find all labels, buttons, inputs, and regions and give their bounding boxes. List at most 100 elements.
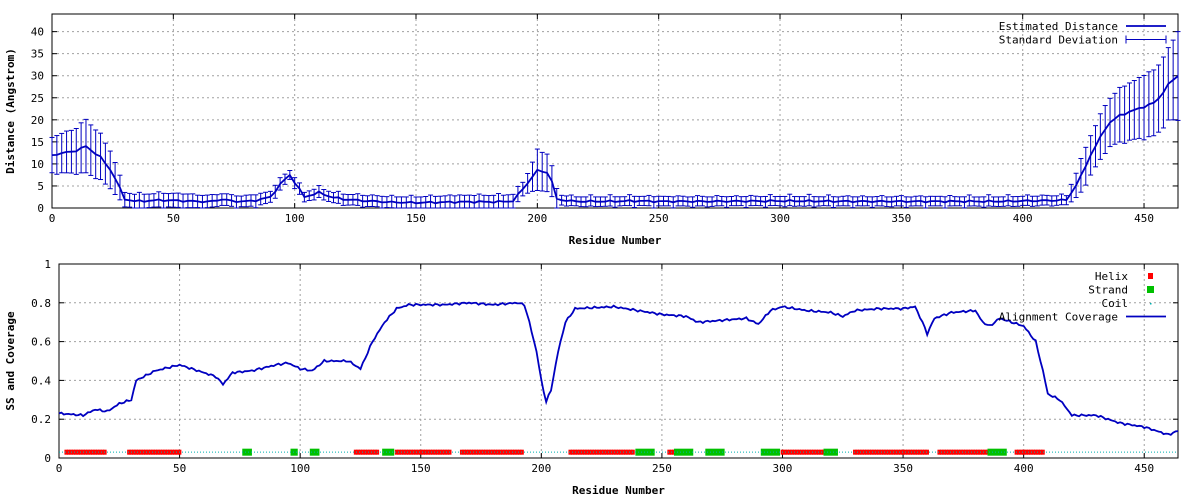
- helix-point: [476, 449, 481, 455]
- helix-point: [783, 449, 787, 455]
- legend-swatch: [1150, 303, 1152, 305]
- helix-point: [100, 449, 105, 455]
- helix-point: [611, 449, 616, 455]
- legend-label: Coil: [1102, 297, 1129, 310]
- helix-point: [956, 449, 961, 455]
- error-bars: [49, 31, 1181, 209]
- helix-point: [416, 449, 421, 455]
- helix-point: [971, 449, 975, 455]
- helix-point: [628, 449, 633, 455]
- helix-point: [370, 449, 375, 455]
- helix-point: [131, 449, 136, 455]
- helix-point: [440, 449, 445, 455]
- helix-point: [170, 449, 175, 455]
- helix-point: [1036, 449, 1040, 455]
- helix-point: [1019, 449, 1024, 455]
- helix-point: [922, 449, 927, 455]
- helix-point: [512, 449, 517, 455]
- helix-point: [505, 449, 510, 455]
- helix-point: [433, 449, 438, 455]
- helix-point: [1031, 449, 1036, 455]
- helix-point: [799, 449, 804, 455]
- strand-segment: [242, 448, 252, 456]
- coverage-chart: 0 50 100 150 200 250 300 350 400 450 0 0.2 0.4 0.6 0.8…: [4, 258, 1179, 497]
- helix-point: [431, 449, 435, 455]
- helix-point: [493, 449, 498, 455]
- plot-frame: [58, 263, 1179, 459]
- x-tick-label: 50: [173, 462, 186, 475]
- x-tick-label: 150: [411, 462, 431, 475]
- helix-point: [578, 449, 582, 455]
- helix-point: [1024, 449, 1028, 455]
- series-0: [51, 75, 1179, 205]
- helix-point: [886, 449, 891, 455]
- grid-lines: [58, 263, 1178, 459]
- y-tick-label: 40: [31, 26, 44, 39]
- x-tick-label: 100: [285, 212, 305, 225]
- helix-point: [356, 449, 360, 455]
- helix-point: [949, 449, 954, 455]
- strand-segment: [705, 448, 725, 456]
- x-tick-label: 150: [406, 212, 426, 225]
- helix-point: [812, 449, 816, 455]
- helix-point: [134, 449, 138, 455]
- helix-point: [175, 449, 179, 455]
- y-tick-label: 0.2: [31, 413, 51, 426]
- helix-point: [787, 449, 792, 455]
- helix-point: [920, 449, 925, 455]
- helix-point: [353, 449, 358, 455]
- x-tick-label: 400: [1014, 462, 1034, 475]
- helix-point: [428, 449, 433, 455]
- y-tick-label: 0: [37, 202, 44, 215]
- helix-point: [151, 449, 155, 455]
- helix-point: [445, 449, 450, 455]
- helix-point: [802, 449, 806, 455]
- helix-point: [983, 449, 987, 455]
- helix-point: [604, 449, 609, 455]
- helix-point: [71, 449, 76, 455]
- helix-point: [481, 449, 486, 455]
- helix-point: [795, 449, 799, 455]
- x-axis-label: Residue Number: [569, 234, 662, 247]
- helix-point: [404, 449, 409, 455]
- helix-point: [937, 449, 942, 455]
- y-tick-label: 20: [31, 114, 44, 127]
- helix-point: [95, 449, 100, 455]
- helix-point: [443, 449, 447, 455]
- helix-point: [944, 449, 949, 455]
- helix-point: [785, 449, 790, 455]
- y-axis-label: Distance (Angstrom): [4, 48, 17, 174]
- x-tick-label: 200: [527, 212, 547, 225]
- legend-label: Estimated Distance: [999, 20, 1118, 33]
- legend-label: Alignment Coverage: [999, 311, 1118, 324]
- helix-point: [872, 449, 876, 455]
- helix-point: [520, 449, 524, 455]
- helix-point: [901, 449, 905, 455]
- helix-point: [503, 449, 507, 455]
- helix-point: [881, 449, 886, 455]
- strand-segment: [987, 448, 1007, 456]
- helix-point: [88, 449, 93, 455]
- helix-point: [368, 449, 372, 455]
- helix-point: [418, 449, 423, 455]
- legend-label: Standard Deviation: [999, 34, 1118, 47]
- helix-point: [394, 449, 399, 455]
- y-tick-label: 25: [31, 92, 44, 105]
- helix-point: [136, 449, 141, 455]
- helix-point: [623, 449, 628, 455]
- helix-point: [158, 449, 163, 455]
- helix-point: [1033, 449, 1038, 455]
- helix-point: [575, 449, 580, 455]
- helix-point: [809, 449, 814, 455]
- y-tick-label: 30: [31, 70, 44, 83]
- helix-point: [1029, 449, 1033, 455]
- helix-point: [515, 449, 520, 455]
- helix-point: [896, 449, 901, 455]
- y-tick-label: 1: [44, 258, 51, 271]
- distance-chart: 0 50 100 150 200 250 300 350 400 450 0 5 10 15 20 25 30 3…: [4, 13, 1181, 247]
- x-tick-label: 450: [1134, 462, 1154, 475]
- helix-point: [1041, 449, 1045, 455]
- helix-point: [616, 449, 621, 455]
